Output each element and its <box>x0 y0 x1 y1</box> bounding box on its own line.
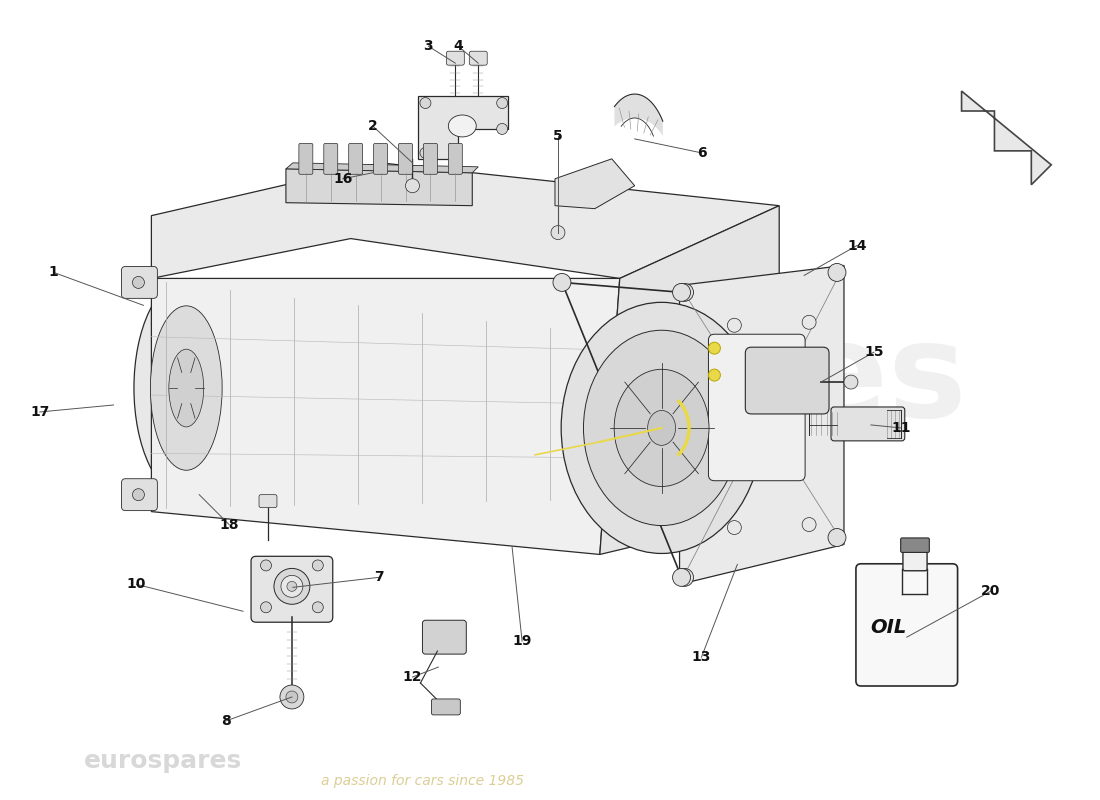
Text: 10: 10 <box>126 578 146 591</box>
Ellipse shape <box>134 279 239 497</box>
Text: a passion for cars since 1985: a passion for cars since 1985 <box>321 774 524 788</box>
Circle shape <box>312 602 323 613</box>
Polygon shape <box>961 91 1052 185</box>
Polygon shape <box>152 278 619 554</box>
Text: 16: 16 <box>333 172 352 186</box>
Text: 6: 6 <box>696 146 706 160</box>
FancyBboxPatch shape <box>121 478 157 510</box>
FancyBboxPatch shape <box>708 334 805 481</box>
Polygon shape <box>286 163 478 173</box>
FancyBboxPatch shape <box>121 266 157 298</box>
Text: 13: 13 <box>692 650 712 664</box>
Circle shape <box>802 315 816 330</box>
Polygon shape <box>600 206 779 554</box>
Text: 14: 14 <box>847 238 867 253</box>
Circle shape <box>551 226 565 239</box>
FancyBboxPatch shape <box>424 143 438 174</box>
Text: 18: 18 <box>219 518 239 531</box>
Text: 15: 15 <box>865 345 883 359</box>
FancyBboxPatch shape <box>398 143 412 174</box>
Circle shape <box>420 98 431 109</box>
Circle shape <box>553 274 571 291</box>
Text: 20: 20 <box>981 584 1000 598</box>
FancyBboxPatch shape <box>746 347 829 414</box>
Text: 7: 7 <box>374 570 384 584</box>
Circle shape <box>280 575 302 598</box>
Ellipse shape <box>449 115 476 137</box>
Polygon shape <box>152 163 779 278</box>
Ellipse shape <box>151 306 222 470</box>
Text: 8: 8 <box>221 714 231 728</box>
FancyBboxPatch shape <box>323 143 338 174</box>
FancyBboxPatch shape <box>447 51 464 65</box>
Text: 12: 12 <box>403 670 422 684</box>
Circle shape <box>727 521 741 534</box>
Circle shape <box>497 123 507 134</box>
FancyBboxPatch shape <box>374 143 387 174</box>
Ellipse shape <box>614 370 710 486</box>
FancyBboxPatch shape <box>299 143 312 174</box>
Text: 2: 2 <box>367 119 377 133</box>
Circle shape <box>261 602 272 613</box>
Circle shape <box>132 489 144 501</box>
Circle shape <box>406 178 419 193</box>
Circle shape <box>312 560 323 571</box>
Text: OIL: OIL <box>870 618 906 637</box>
Circle shape <box>279 685 304 709</box>
FancyBboxPatch shape <box>470 51 487 65</box>
Text: a passion for cars since 1985: a passion for cars since 1985 <box>338 480 663 500</box>
Text: eurospares: eurospares <box>84 749 242 773</box>
Text: eurospares: eurospares <box>133 317 967 443</box>
Circle shape <box>287 582 297 591</box>
Text: 17: 17 <box>30 405 50 419</box>
FancyBboxPatch shape <box>903 548 927 570</box>
FancyBboxPatch shape <box>422 620 466 654</box>
Circle shape <box>497 98 507 109</box>
Circle shape <box>844 375 858 389</box>
Circle shape <box>828 529 846 546</box>
Text: 3: 3 <box>424 39 433 54</box>
Polygon shape <box>286 169 472 206</box>
Circle shape <box>672 283 691 302</box>
FancyBboxPatch shape <box>349 143 363 174</box>
Circle shape <box>286 691 298 703</box>
FancyBboxPatch shape <box>901 538 930 553</box>
Circle shape <box>132 277 144 288</box>
Ellipse shape <box>168 349 204 427</box>
Circle shape <box>274 569 310 604</box>
Text: 4: 4 <box>453 39 463 54</box>
Circle shape <box>672 569 691 586</box>
FancyBboxPatch shape <box>449 143 462 174</box>
Circle shape <box>675 569 693 586</box>
Circle shape <box>708 342 720 354</box>
Circle shape <box>828 263 846 282</box>
Text: 19: 19 <box>513 634 531 648</box>
Polygon shape <box>680 266 844 584</box>
Polygon shape <box>418 96 508 159</box>
Text: 1: 1 <box>48 266 58 279</box>
Circle shape <box>420 147 431 158</box>
Ellipse shape <box>561 302 762 554</box>
Circle shape <box>708 369 720 381</box>
FancyBboxPatch shape <box>431 699 460 715</box>
Circle shape <box>727 318 741 332</box>
Polygon shape <box>556 159 635 209</box>
Ellipse shape <box>583 330 739 526</box>
Ellipse shape <box>648 410 675 446</box>
Text: 5: 5 <box>553 129 563 143</box>
FancyBboxPatch shape <box>856 564 958 686</box>
FancyBboxPatch shape <box>258 494 277 508</box>
Text: 11: 11 <box>891 421 911 435</box>
Circle shape <box>675 283 693 302</box>
FancyBboxPatch shape <box>830 407 905 441</box>
Circle shape <box>261 560 272 571</box>
FancyBboxPatch shape <box>251 556 333 622</box>
Circle shape <box>802 518 816 531</box>
Polygon shape <box>902 569 927 594</box>
